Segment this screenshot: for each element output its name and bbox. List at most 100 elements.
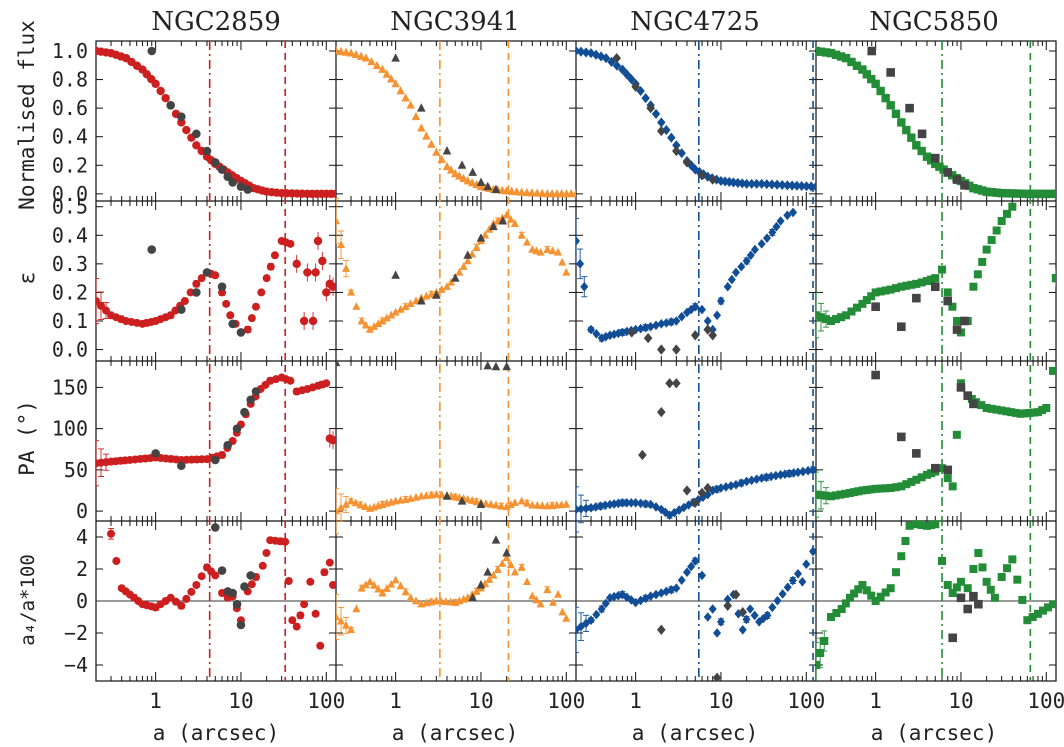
data-point-pa	[752, 474, 761, 485]
panel-container: 0.0 0.2 0.4 0.6 0.8 1.0 0.0 0.1 0.2 0.3 0.4 0.5 0 50 1…	[52, 39, 1064, 713]
data-point-flux	[382, 69, 392, 78]
data-point-flux	[858, 65, 867, 74]
data-point-eps	[580, 281, 589, 292]
data-point-flux	[341, 47, 351, 56]
data-point-eps	[672, 316, 681, 326]
data-point-eps	[328, 282, 336, 291]
comparison-point-pa	[151, 449, 160, 458]
data-point-a4	[522, 577, 531, 585]
data-point-pa	[858, 486, 867, 495]
data-point-pa	[497, 501, 506, 510]
data-point-pa	[286, 376, 295, 385]
comparison-point-flux	[491, 184, 501, 194]
x-tick-label: 10	[228, 689, 253, 713]
data-point-eps	[657, 319, 666, 329]
data-point-eps	[731, 267, 740, 278]
data-point-a4	[997, 573, 1006, 581]
data-point-pa	[522, 498, 531, 507]
data-point-pa	[665, 510, 674, 521]
data-point-eps	[737, 261, 746, 272]
data-point-flux	[451, 169, 460, 178]
comparison-point-eps	[690, 330, 700, 341]
comparison-point-eps	[192, 288, 201, 297]
data-point-a4	[510, 567, 519, 576]
comparison-point-pa	[442, 491, 452, 500]
data-point-eps	[554, 247, 563, 256]
data-point-flux	[881, 93, 890, 103]
data-point-pa	[952, 430, 961, 439]
data-point-pa	[876, 484, 885, 493]
data-point-pa	[938, 464, 947, 473]
data-point-eps	[342, 264, 351, 272]
data-point-a4	[905, 521, 914, 530]
data-point-a4	[881, 588, 890, 597]
data-point-pa	[716, 483, 725, 493]
data-point-pa	[712, 484, 721, 495]
data-point-flux	[455, 171, 464, 180]
data-point-a4	[978, 563, 987, 572]
comparison-point-eps	[897, 322, 906, 332]
data-point-flux	[607, 56, 616, 67]
data-point-flux	[571, 189, 576, 198]
data-point-pa	[891, 483, 900, 492]
data-point-eps	[862, 296, 871, 305]
data-point-flux	[897, 118, 906, 127]
data-point-pa	[1034, 408, 1043, 417]
data-point-a4	[498, 559, 507, 567]
comparison-point-a4	[236, 620, 246, 630]
data-point-pa	[356, 500, 365, 509]
data-point-flux	[427, 139, 436, 148]
comparison-point-flux	[672, 145, 681, 157]
data-point-pa	[923, 470, 932, 479]
x-tick-label: 100	[1027, 689, 1064, 713]
comparison-point-flux	[476, 177, 486, 186]
data-point-flux	[331, 189, 336, 199]
data-point-flux	[161, 93, 170, 103]
data-point-flux	[1007, 189, 1017, 198]
data-point-eps	[313, 236, 323, 246]
comparison-point-flux	[192, 129, 201, 139]
data-point-pa	[836, 490, 845, 499]
comparison-point-pa	[969, 399, 978, 409]
comparison-point-flux	[682, 157, 692, 168]
data-point-flux	[1018, 189, 1027, 198]
comparison-point-flux	[166, 100, 175, 110]
data-point-a4	[778, 589, 787, 599]
data-point-eps	[757, 239, 766, 249]
data-point-eps	[969, 282, 978, 291]
data-point-eps	[437, 284, 446, 293]
data-point-a4	[262, 549, 271, 557]
data-point-a4	[636, 595, 645, 606]
data-point-a4	[506, 560, 515, 569]
data-point-a4	[858, 581, 867, 589]
data-point-pa	[845, 488, 854, 497]
data-point-a4	[247, 580, 256, 589]
comparison-point-eps	[417, 296, 426, 305]
data-point-pa	[510, 498, 519, 507]
y-tick-label: 0.5	[52, 195, 88, 219]
comparison-point-pa	[457, 496, 467, 505]
data-point-a4	[768, 602, 777, 613]
row-label-ellipticity: ε	[15, 272, 39, 285]
data-point-flux	[757, 178, 766, 189]
data-point-eps	[842, 311, 851, 320]
data-point-pa	[982, 404, 991, 413]
data-point-pa	[631, 498, 640, 508]
data-point-pa	[481, 499, 490, 507]
data-point-a4	[750, 610, 759, 621]
data-point-a4	[112, 557, 121, 565]
galaxy-points	[576, 41, 816, 681]
comparison-point-eps	[672, 344, 681, 355]
data-point-eps	[847, 307, 856, 316]
data-point-a4	[502, 553, 511, 561]
column-title-ngc3941: NGC3941	[390, 7, 520, 37]
data-point-eps	[698, 304, 707, 315]
y-tick-label: 0	[76, 499, 88, 523]
data-point-eps	[651, 320, 660, 331]
data-point-flux	[1002, 189, 1012, 198]
data-point-eps	[517, 230, 526, 239]
row-label-flux: Normalised flux	[15, 20, 39, 210]
data-point-eps	[703, 316, 712, 326]
data-point-a4	[532, 595, 541, 604]
data-point-eps	[783, 210, 792, 221]
